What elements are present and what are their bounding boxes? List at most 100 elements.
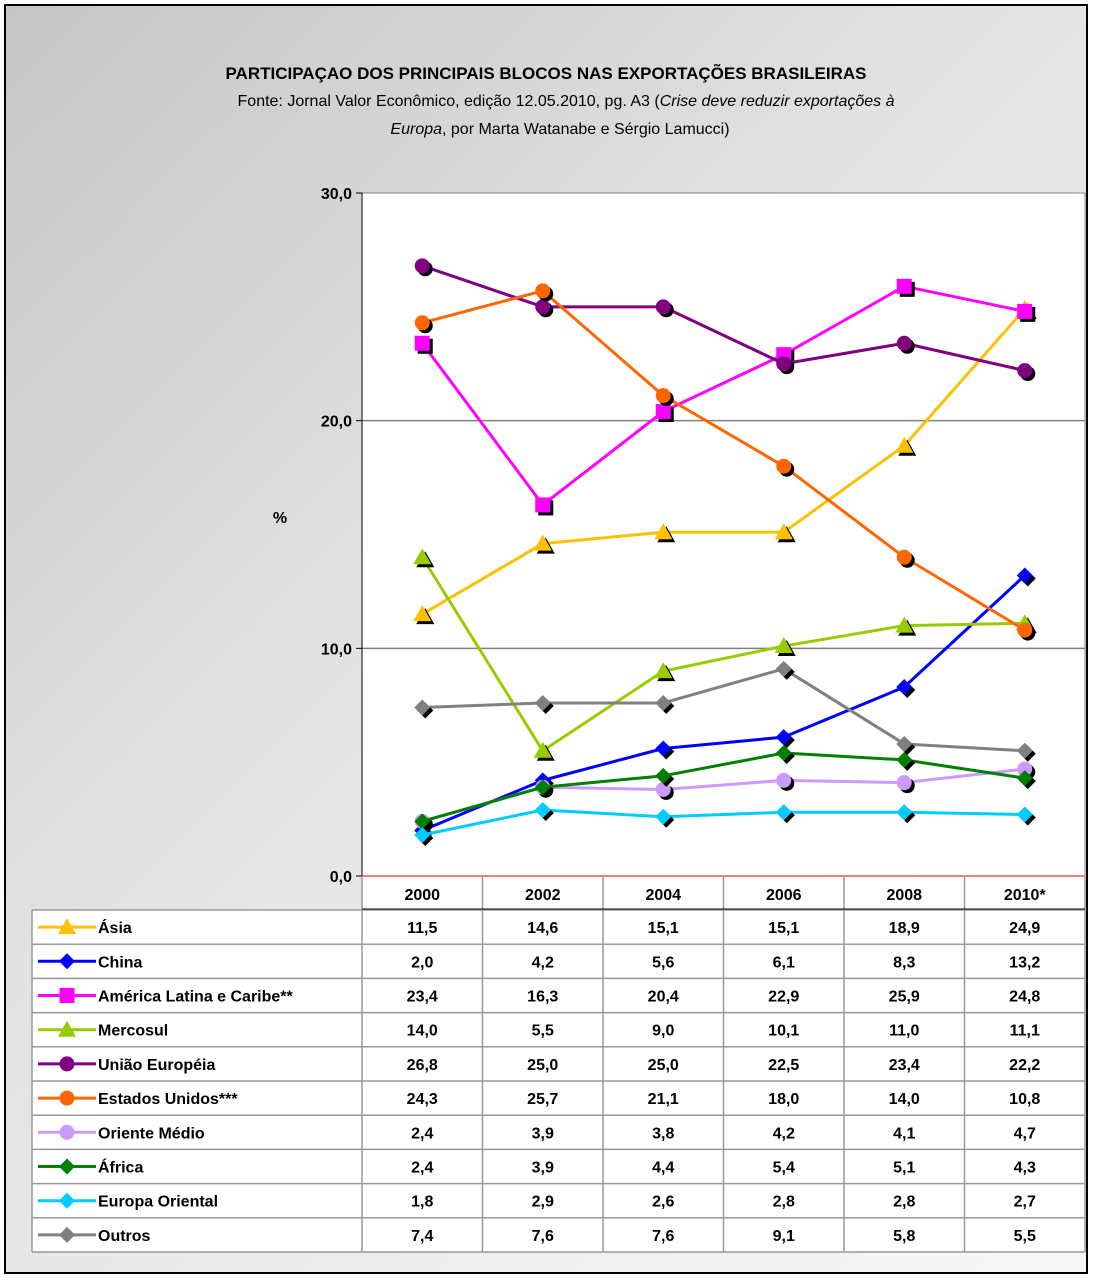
table-cell-value: 20,4 — [648, 989, 679, 1006]
table-cell-value: 5,5 — [1014, 1228, 1036, 1245]
legend-label: Mercosul — [98, 1023, 168, 1040]
subtitle-line1-a: Fonte: Jornal Valor Econômico, edição 12… — [238, 93, 661, 110]
data-point — [1017, 622, 1033, 638]
x-category-label: 2008 — [886, 887, 922, 904]
table-cell-value: 11,0 — [889, 1023, 919, 1040]
table-cell-value: 3,9 — [532, 1125, 554, 1142]
data-point — [533, 741, 552, 758]
data-point — [414, 258, 430, 274]
legend-label: África — [98, 1158, 143, 1177]
table-cell-value: 13,2 — [1009, 954, 1040, 971]
subtitle-line2-a: Europa — [390, 121, 442, 138]
table-cell-value: 7,6 — [532, 1228, 554, 1245]
table-cell-value: 24,9 — [1009, 920, 1040, 937]
series-line — [421, 308, 1026, 616]
legend-key-marker — [59, 953, 75, 970]
table-cell-value: 22,5 — [768, 1057, 799, 1074]
table-cell-value: 7,6 — [652, 1228, 674, 1245]
data-point — [896, 751, 913, 768]
table-cell-value: 2,7 — [1014, 1194, 1036, 1211]
table-cell-value: 2,6 — [652, 1194, 674, 1211]
data-point — [1017, 761, 1033, 777]
table-cell-value: 5,6 — [652, 954, 674, 971]
legend-key-marker — [59, 1056, 75, 1072]
data-point — [413, 548, 432, 565]
data-point — [774, 637, 793, 654]
table-cell-value: 5,1 — [893, 1160, 915, 1177]
data-point — [654, 523, 673, 540]
data-point — [414, 813, 431, 830]
table-cell-value: 4,2 — [773, 1125, 795, 1142]
data-point — [895, 436, 914, 453]
series-america-latina-e-caribe — [414, 278, 1036, 516]
x-category-label: 2006 — [766, 887, 802, 904]
table-cell-value: 4,1 — [893, 1125, 915, 1142]
series-line — [421, 284, 1026, 507]
data-point — [896, 549, 912, 565]
table-cell-value: 5,4 — [773, 1160, 795, 1177]
table-cell-value: 23,4 — [407, 989, 438, 1006]
data-point — [774, 523, 793, 540]
data-point — [654, 662, 673, 679]
series-uniao-europeia — [414, 258, 1036, 382]
data-point — [655, 808, 672, 825]
data-point — [776, 772, 792, 788]
table-cell-value: 26,8 — [407, 1057, 438, 1074]
table-row-uniao-europeia: União Européia 26,8 25,0 25,0 22,5 23,4 22,2 — [38, 1056, 1040, 1074]
table-cell-value: 2,9 — [532, 1194, 554, 1211]
table-cell-value: 3,8 — [652, 1125, 674, 1142]
table-cell-value: 4,2 — [532, 954, 554, 971]
table-cell-value: 1,8 — [411, 1194, 433, 1211]
data-point — [413, 605, 432, 622]
table-row-europa-oriental: Europa Oriental 1,8 2,9 2,6 2,8 2,8 2,7 — [38, 1192, 1036, 1211]
series-line — [421, 289, 1026, 632]
data-point — [775, 745, 792, 762]
table-cell-value: 7,4 — [411, 1228, 433, 1245]
y-axis-label: % — [273, 510, 287, 527]
legend-key-marker — [59, 988, 75, 1003]
table-row-china: China 2,0 4,2 5,6 6,1 8,3 13,2 — [38, 953, 1040, 971]
data-point — [775, 660, 792, 677]
table-cell-value: 10,8 — [1009, 1091, 1040, 1108]
table-cell-value: 25,0 — [527, 1057, 558, 1074]
table-cell-value: 11,5 — [407, 920, 437, 937]
series-line — [421, 751, 1025, 823]
table-cell-value: 15,1 — [648, 920, 679, 937]
series-estados-unidos — [414, 283, 1036, 641]
data-point — [535, 497, 551, 513]
data-point — [655, 388, 671, 404]
data-point — [1016, 742, 1033, 759]
table-cell-value: 5,5 — [532, 1023, 554, 1040]
data-point — [655, 740, 672, 757]
data-point — [1016, 770, 1033, 787]
table-cell-value: 25,7 — [527, 1091, 558, 1108]
data-point — [1016, 806, 1033, 823]
data-point — [655, 404, 671, 420]
data-point — [776, 458, 792, 474]
legend-label: Outros — [98, 1228, 151, 1245]
data-point — [1017, 303, 1033, 319]
data-point — [896, 278, 912, 294]
series-line — [422, 667, 1025, 753]
subtitle-line2-b: , por Marta Watanabe e Sérgio Lamucci) — [442, 121, 730, 138]
data-point — [1016, 567, 1033, 584]
chart-layer: 0,0 10,0 20,0 30,0 2000 2002 2004 2006 2008 2010*… — [31, 186, 1086, 1253]
legend-key-marker — [59, 1226, 75, 1243]
chart-subtitle-line1: Fonte: Jornal Valor Econômico, edição 12… — [238, 93, 895, 110]
data-point — [896, 335, 912, 351]
table-row-outros: Outros 7,4 7,6 7,6 9,1 5,8 5,5 — [38, 1226, 1036, 1245]
y-tick-label: 30,0 — [321, 186, 352, 203]
table-cell-value: 22,2 — [1009, 1057, 1040, 1074]
table-cell-value: 21,1 — [648, 1091, 679, 1108]
table-row-africa: África 2,4 3,9 4,4 5,4 5,1 4,3 — [38, 1158, 1036, 1177]
data-point — [414, 315, 430, 331]
table-cell-value: 4,7 — [1014, 1125, 1036, 1142]
series-line — [420, 556, 1025, 753]
series-line — [421, 574, 1026, 832]
table-cell-value: 15,1 — [768, 920, 799, 937]
legend-label: Oriente Médio — [98, 1125, 205, 1142]
table-cell-value: 4,3 — [1014, 1160, 1036, 1177]
table-cell-value: 14,0 — [889, 1091, 920, 1108]
series-outros — [414, 660, 1036, 762]
legend-key-marker — [59, 1124, 75, 1140]
